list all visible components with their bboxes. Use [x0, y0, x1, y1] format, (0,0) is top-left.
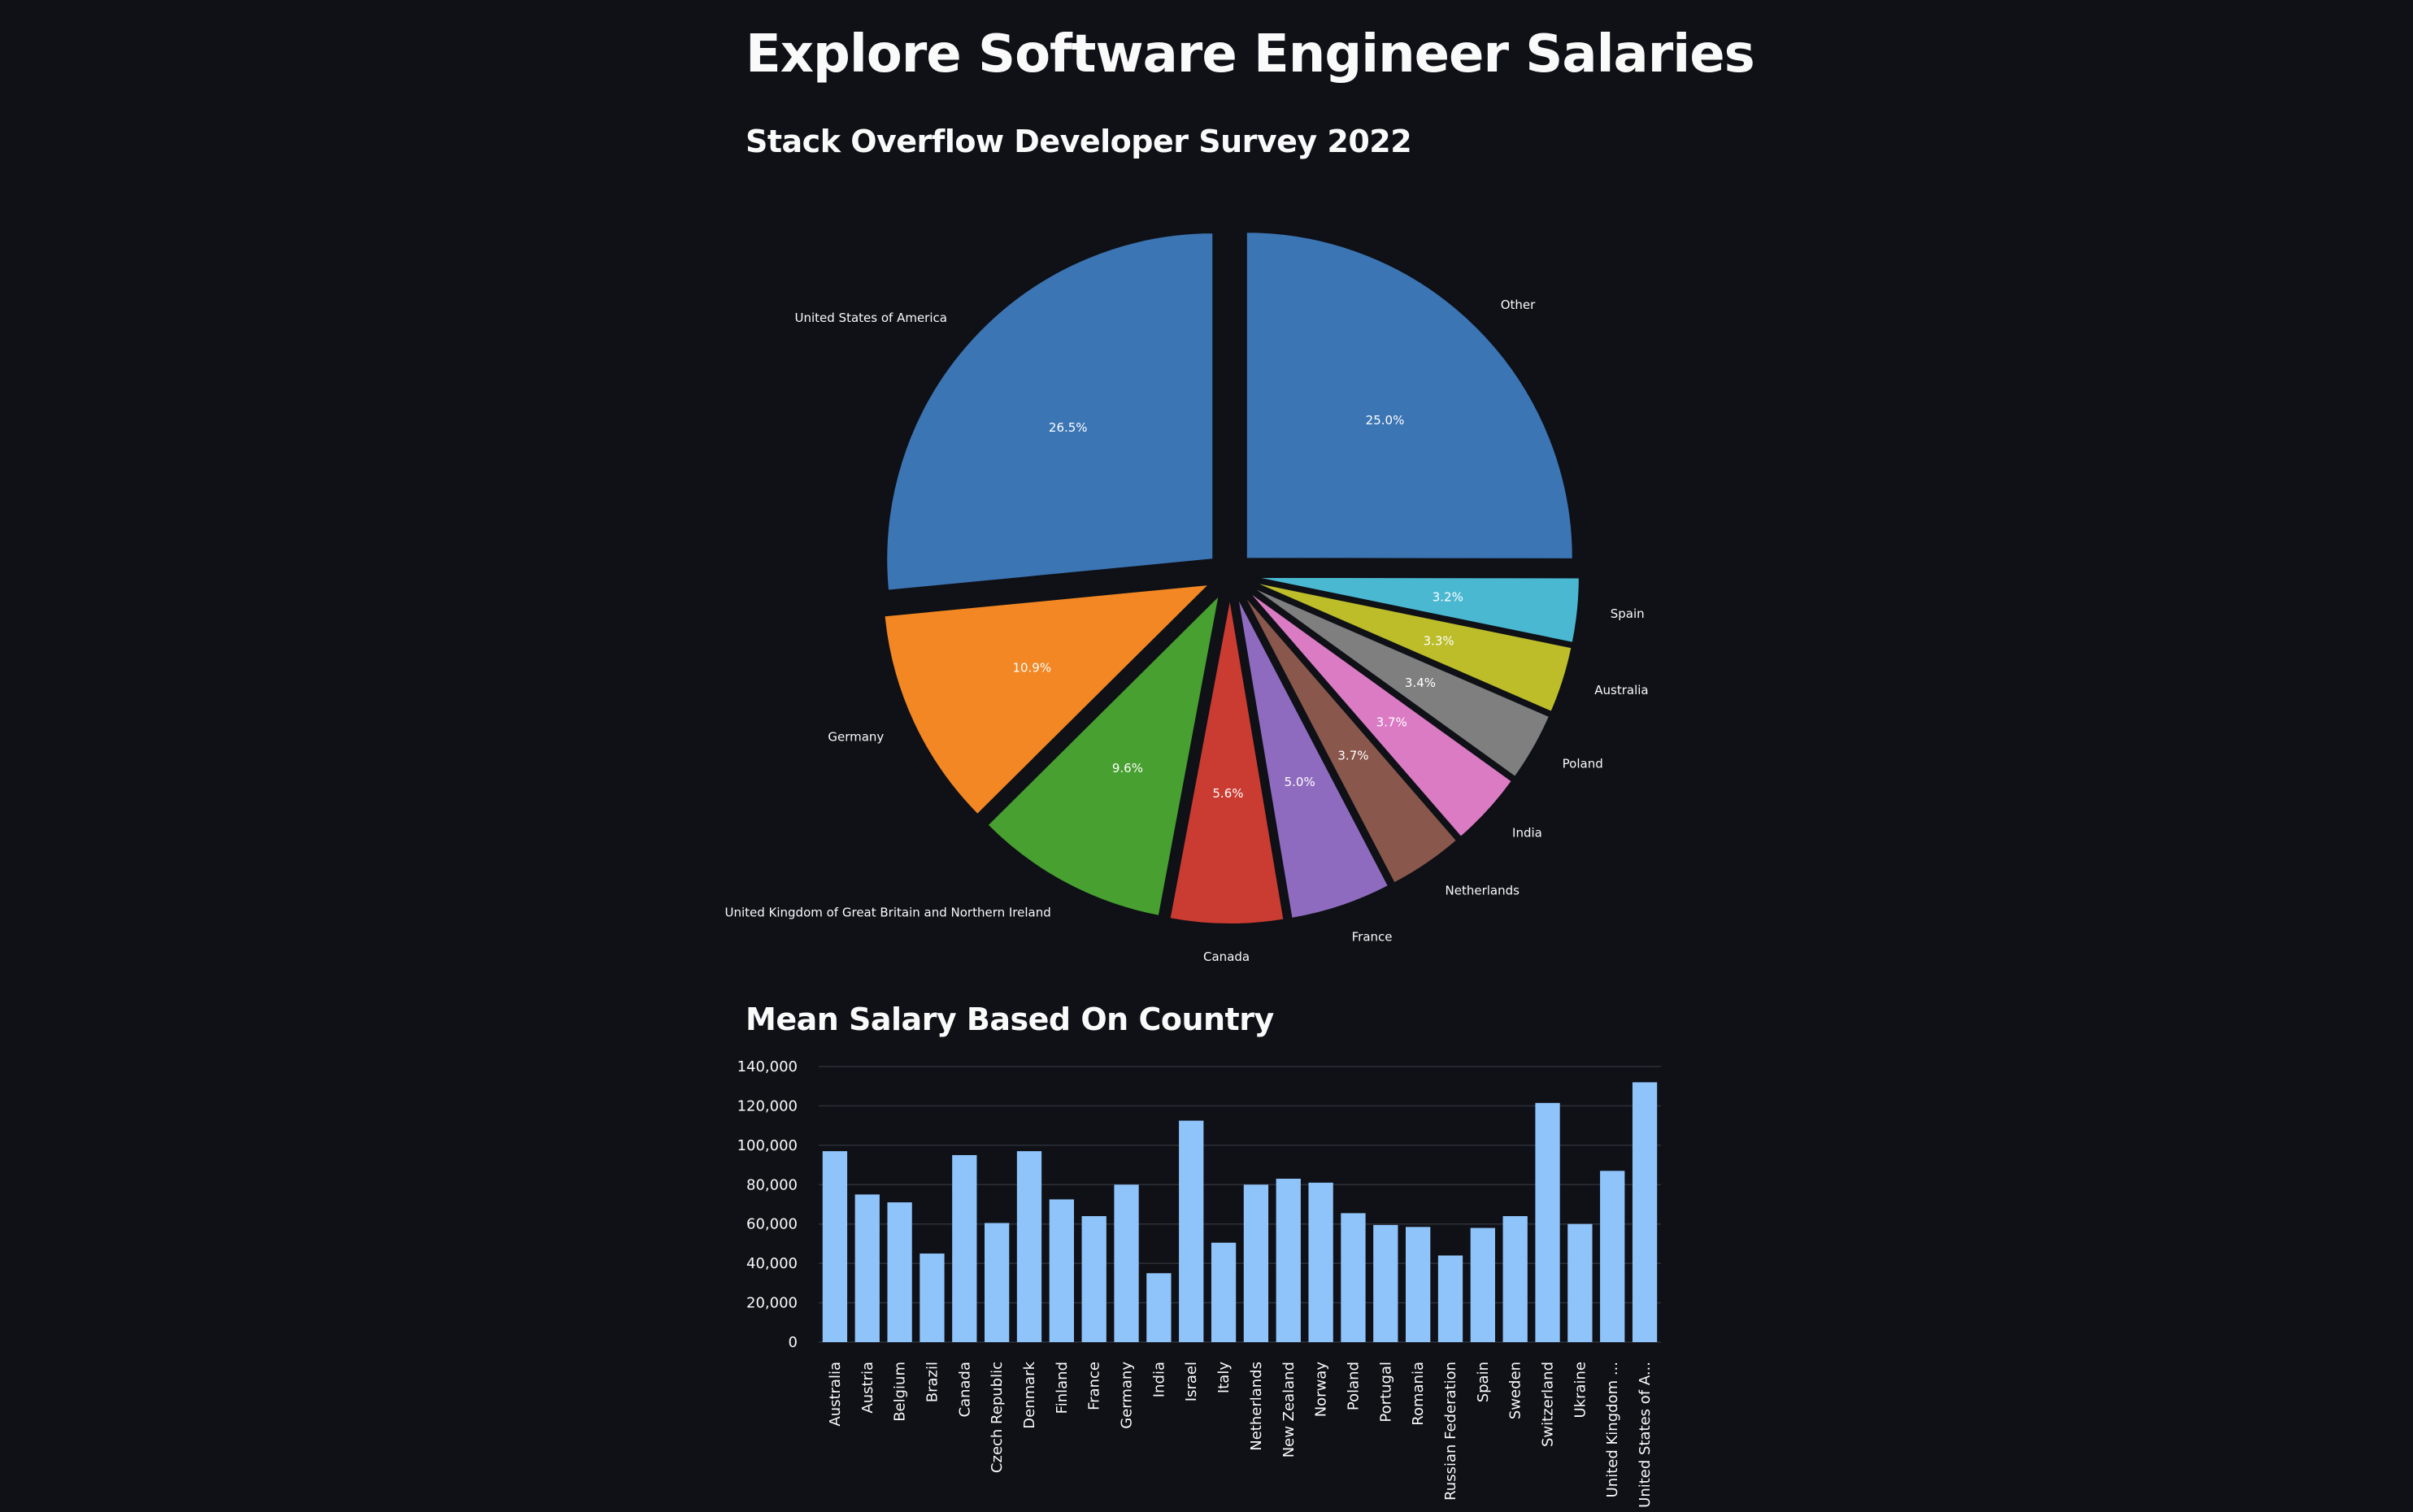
pie-slice-canada	[1168, 597, 1285, 925]
pie-slice-other	[1245, 231, 1574, 560]
x-tick-label: Russian Federation	[1442, 1362, 1459, 1501]
y-tick-label: 60,000	[746, 1216, 798, 1233]
y-tick-label: 20,000	[746, 1295, 798, 1312]
bar-israel	[1179, 1120, 1204, 1342]
pie-category-label: Germany	[828, 730, 884, 745]
x-tick-label: Netherlands	[1248, 1362, 1265, 1451]
x-tick-label: Switzerland	[1540, 1362, 1557, 1447]
pie-category-label: France	[1352, 930, 1393, 945]
pie-category-label: Poland	[1563, 757, 1603, 771]
bar-united-states-of-a	[1632, 1082, 1658, 1342]
pie-slice-germany	[883, 583, 1212, 816]
x-tick-label: Spain	[1475, 1362, 1492, 1402]
bar-russian-federation	[1437, 1255, 1463, 1342]
bar-united-kingdom	[1600, 1171, 1625, 1342]
bar-india	[1146, 1273, 1172, 1342]
pie-percent-label: 25.0%	[1366, 413, 1405, 428]
pie-slice-spain	[1252, 576, 1580, 645]
pie-category-label: United States of America	[795, 311, 947, 325]
x-tick-label: Brazil	[924, 1362, 941, 1402]
pie-slice-poland	[1249, 584, 1551, 779]
pie-category-label: Netherlands	[1446, 884, 1520, 898]
pie-percent-label: 3.2%	[1433, 589, 1463, 604]
bar-belgium	[887, 1202, 912, 1342]
bar-czech-republic	[985, 1223, 1010, 1342]
pie-section-title: Stack Overflow Developer Survey 2022	[746, 124, 1412, 159]
bar-portugal	[1373, 1224, 1398, 1342]
x-tick-label: Poland	[1345, 1362, 1362, 1410]
pie-percent-label: 3.7%	[1337, 749, 1368, 763]
pie-slice-australia	[1251, 580, 1573, 714]
bar-romania	[1406, 1227, 1431, 1342]
pie-category-label: Other	[1501, 298, 1536, 312]
bar-germany	[1114, 1184, 1139, 1342]
pie-category-label: Canada	[1203, 949, 1250, 964]
pie-slice-india	[1246, 589, 1514, 839]
x-tick-label: United Kingdom ...	[1604, 1362, 1621, 1497]
bar-ukraine	[1567, 1223, 1593, 1342]
bar-austria	[854, 1194, 880, 1342]
pie-percent-label: 3.7%	[1376, 715, 1407, 730]
bar-brazil	[920, 1253, 945, 1342]
pie-slice-united-states-of-america	[885, 232, 1215, 592]
page-title: Explore Software Engineer Salaries	[746, 24, 1755, 85]
bar-france	[1081, 1216, 1107, 1342]
bar-canada	[952, 1154, 977, 1342]
x-tick-label: Norway	[1313, 1362, 1330, 1418]
bar-sweden	[1502, 1216, 1528, 1342]
bar-norway	[1308, 1182, 1333, 1342]
x-tick-label: Sweden	[1507, 1362, 1524, 1419]
bar-spain	[1470, 1227, 1495, 1342]
x-tick-label: Australia	[827, 1362, 844, 1427]
pie-slice-france	[1236, 596, 1390, 920]
y-tick-label: 80,000	[746, 1176, 798, 1193]
bar-section-title: Mean Salary Based On Country	[746, 1001, 1274, 1037]
bar-poland	[1341, 1213, 1366, 1342]
y-tick-label: 140,000	[737, 1058, 798, 1075]
y-tick-label: 0	[789, 1334, 798, 1351]
x-tick-label: Czech Republic	[989, 1362, 1006, 1473]
pie-slice-netherlands	[1241, 593, 1459, 884]
pie-percent-label: 3.3%	[1424, 633, 1454, 648]
x-tick-label: Belgium	[892, 1362, 909, 1422]
pie-percent-label: 26.5%	[1049, 420, 1088, 435]
x-tick-label: Austria	[859, 1362, 876, 1414]
y-tick-label: 120,000	[737, 1097, 798, 1114]
country-share-pie-chart: 26.5% United States of America 10.9% German…	[724, 231, 1649, 964]
pie-category-label: United Kingdom of Great Britain and Nort…	[724, 905, 1050, 919]
x-tick-label: New Zealand	[1280, 1362, 1298, 1458]
bar-switzerland	[1535, 1102, 1560, 1342]
x-tick-label: Finland	[1054, 1362, 1071, 1414]
pie-category-label: Australia	[1594, 683, 1648, 697]
pie-percent-label: 9.6%	[1112, 761, 1143, 776]
x-tick-label: Israel	[1183, 1362, 1200, 1401]
pie-percent-label: 5.6%	[1212, 786, 1243, 801]
y-tick-label: 40,000	[746, 1255, 798, 1272]
bar-denmark	[1016, 1151, 1042, 1342]
x-tick-label: Ukraine	[1572, 1362, 1589, 1419]
y-tick-label: 100,000	[737, 1137, 798, 1154]
main-column: Explore Software Engineer Salaries Stack…	[746, 0, 1755, 1512]
bar-finland	[1049, 1199, 1074, 1342]
x-tick-label: United States of A...	[1637, 1362, 1654, 1508]
pie-slice-united-kingdom-of-great-britain-and-northern-ireland	[986, 592, 1221, 918]
x-tick-label: Denmark	[1021, 1361, 1038, 1428]
x-tick-label: Romania	[1410, 1362, 1427, 1426]
x-tick-label: Germany	[1119, 1362, 1136, 1429]
bar-italy	[1211, 1242, 1237, 1342]
bar-australia	[822, 1151, 848, 1342]
bar-new-zealand	[1276, 1179, 1301, 1342]
pie-percent-label: 5.0%	[1285, 775, 1315, 789]
pie-percent-label: 10.9%	[1012, 660, 1051, 675]
x-tick-label: France	[1086, 1362, 1103, 1410]
pie-category-label: Spain	[1611, 606, 1645, 621]
bar-netherlands	[1243, 1184, 1269, 1342]
x-tick-label: Canada	[956, 1362, 973, 1418]
pie-category-label: India	[1512, 825, 1542, 840]
x-tick-label: Italy	[1215, 1362, 1233, 1393]
x-tick-label: Portugal	[1377, 1362, 1394, 1423]
x-tick-label: India	[1150, 1362, 1167, 1397]
pie-percent-label: 3.4%	[1405, 676, 1436, 690]
